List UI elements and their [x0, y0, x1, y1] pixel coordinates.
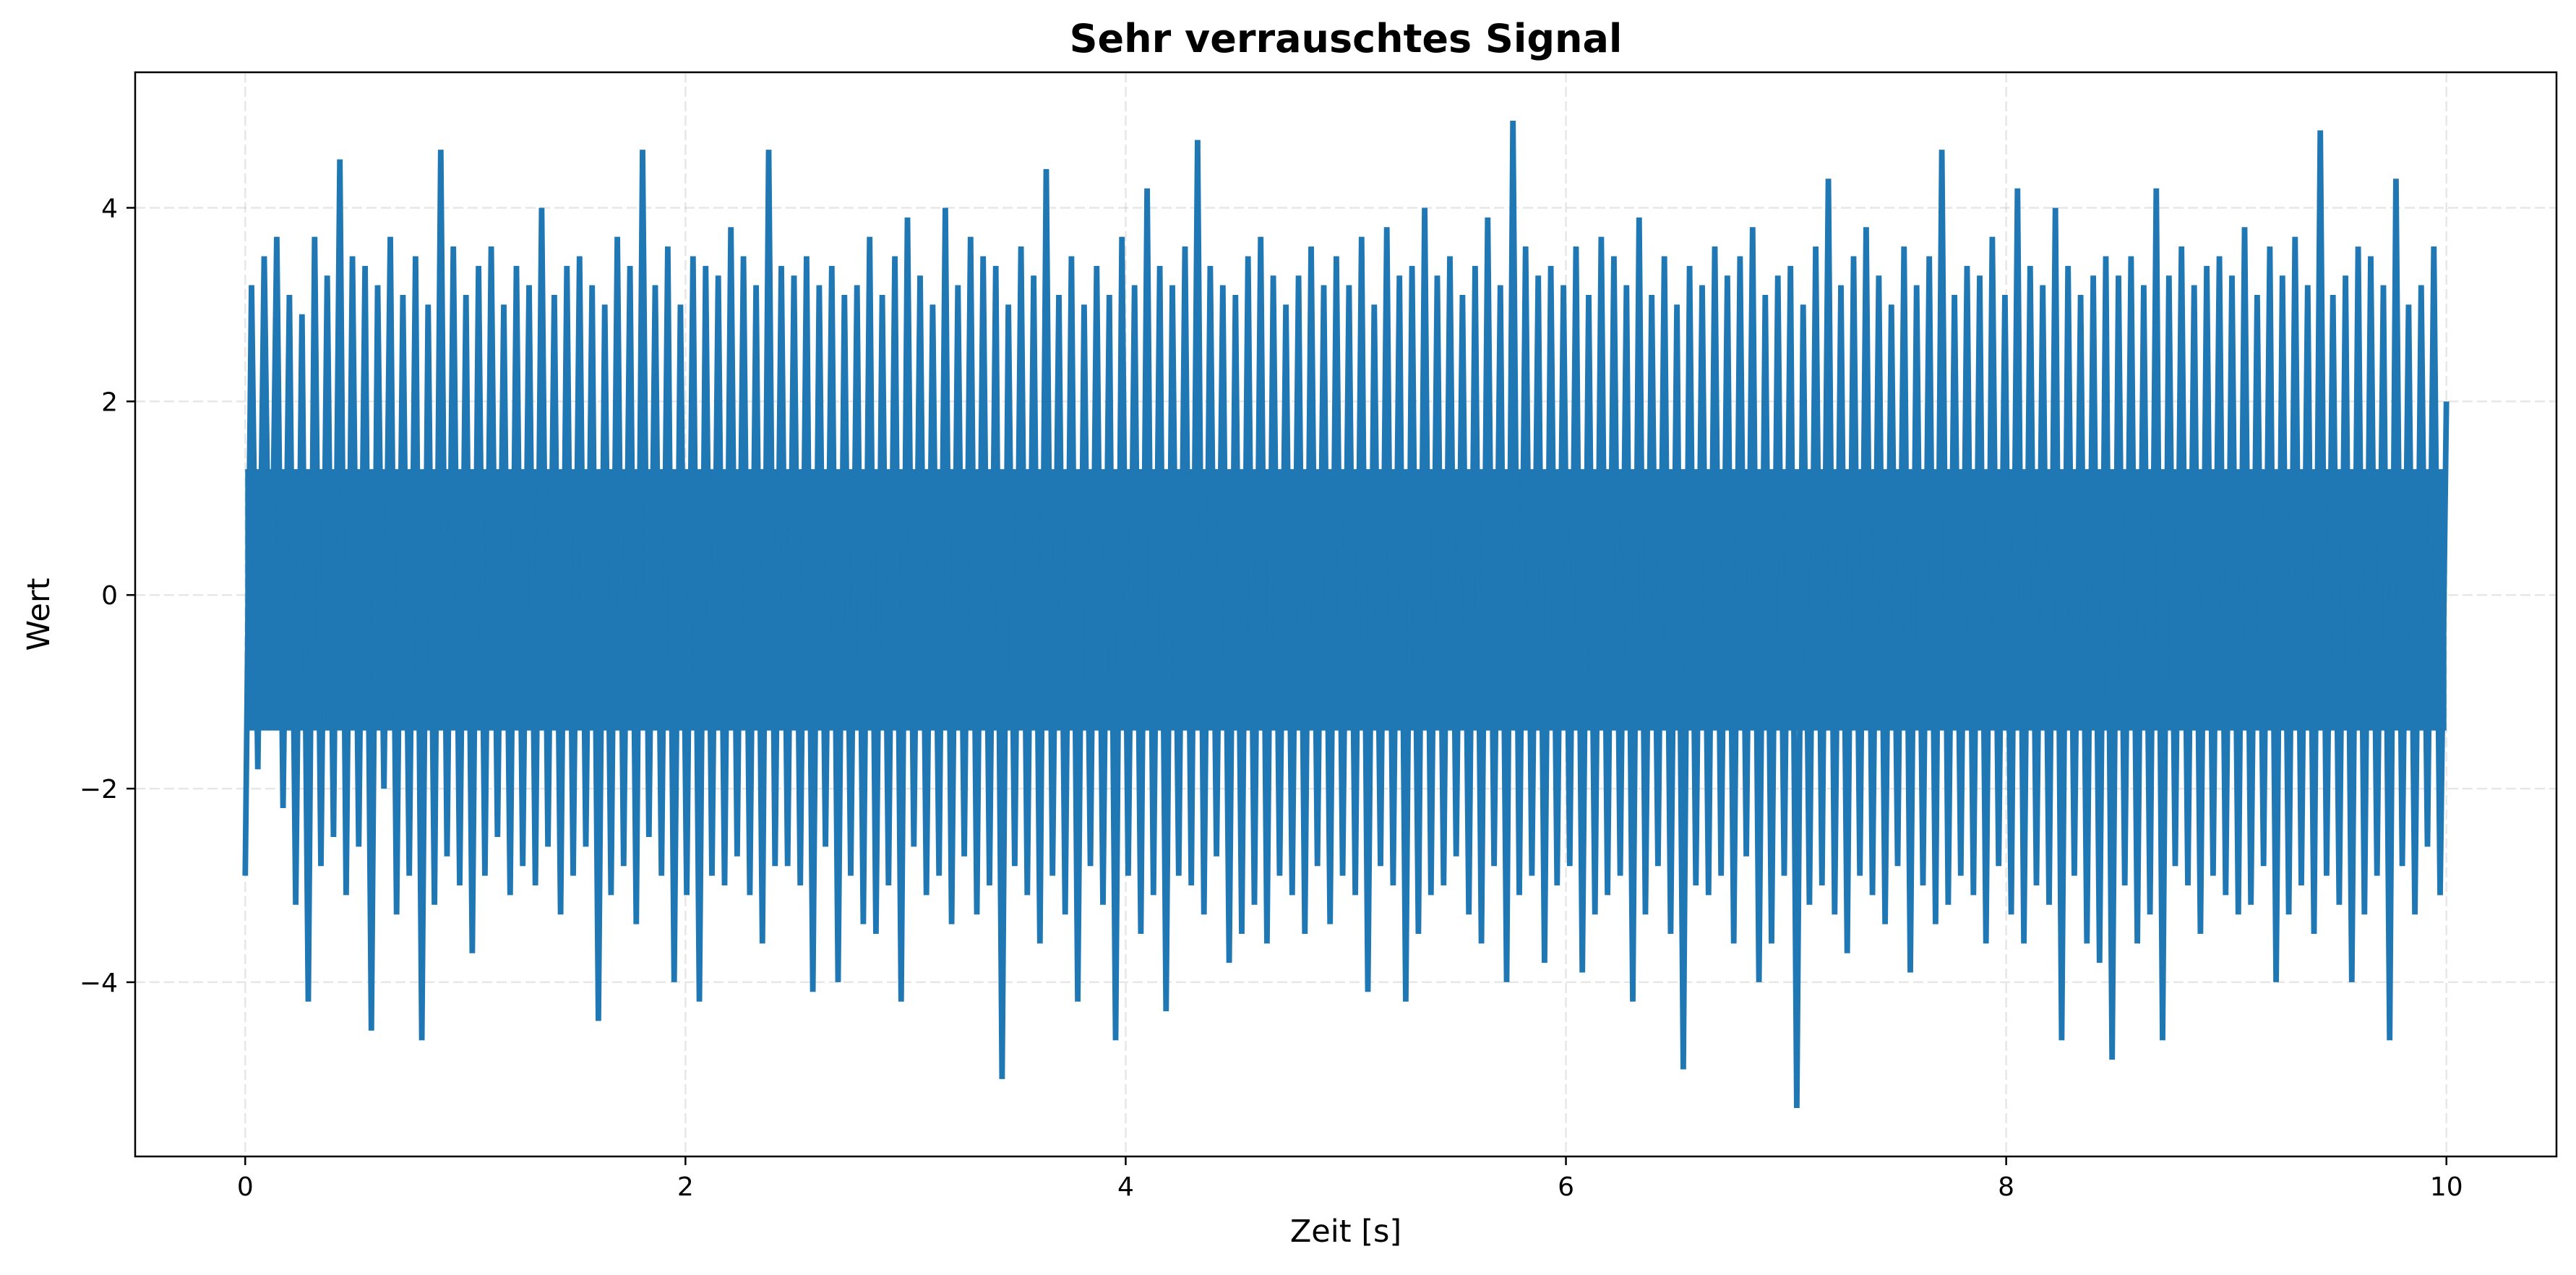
plot-frame [134, 71, 2558, 1158]
y-tick-label: −2 [80, 775, 118, 804]
x-tick-label: 10 [2430, 1172, 2463, 1202]
tick-marks: 0 2 4 6 8 10 −4 −2 0 2 4 [80, 194, 2463, 1203]
x-tick-label: 2 [677, 1172, 694, 1202]
x-axis-label: Zeit [s] [1290, 1214, 1401, 1250]
y-tick-label: −4 [80, 969, 118, 998]
y-tick-label: 2 [101, 387, 118, 417]
y-axis-label: Wert [21, 578, 57, 651]
x-tick-label: 0 [237, 1172, 254, 1202]
series-layer [242, 120, 2450, 1109]
x-tick-label: 4 [1117, 1172, 1134, 1202]
y-tick-label: 4 [101, 194, 118, 224]
x-tick-label: 6 [1558, 1172, 1574, 1202]
y-tick-label: 0 [101, 581, 118, 611]
chart-title: Sehr verrauschtes Signal [1070, 16, 1623, 61]
x-tick-label: 8 [1998, 1172, 2014, 1202]
series-0 [242, 120, 2450, 1109]
signal-line [242, 120, 2450, 1109]
